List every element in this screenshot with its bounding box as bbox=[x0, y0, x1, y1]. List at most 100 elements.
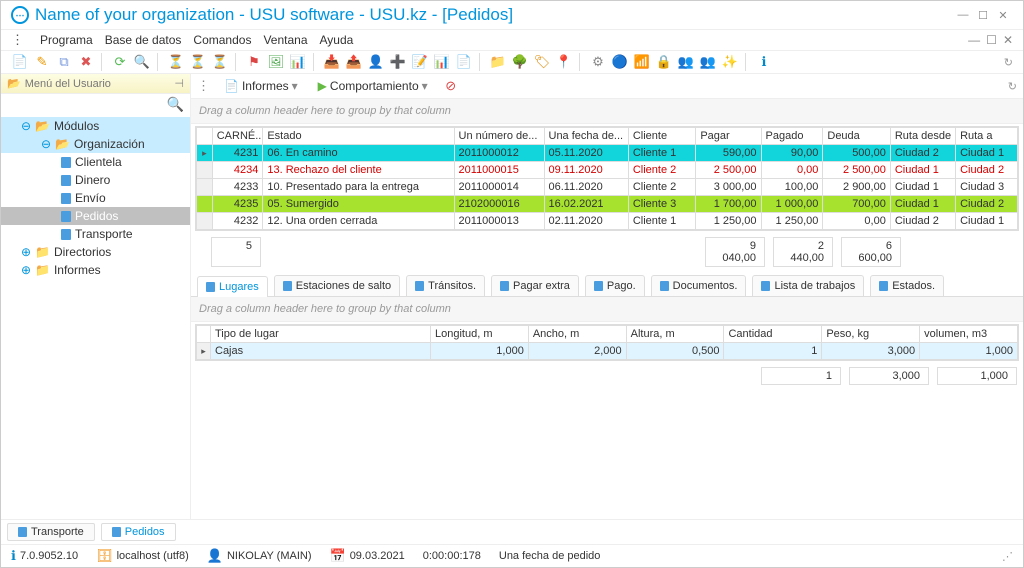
tree-informes[interactable]: ⊕ 📁 Informes bbox=[1, 261, 190, 279]
tool-wand-icon[interactable]: ✨ bbox=[721, 53, 739, 71]
col-altura[interactable]: Altura, m bbox=[626, 326, 724, 343]
tool-search-icon[interactable]: 🔍 bbox=[133, 53, 151, 71]
collapse-icon[interactable]: ⊖ bbox=[41, 137, 51, 151]
tool-image-icon[interactable]: 🖼 bbox=[267, 53, 285, 71]
table-row[interactable]: ▸ Cajas 1,000 2,000 0,500 1 3,000 1,000 bbox=[197, 343, 1018, 360]
table-row[interactable]: 423505. Sumergido210200001616.02.2021Cli… bbox=[197, 196, 1018, 213]
col-fecha[interactable]: Una fecha de... bbox=[544, 128, 628, 145]
tab-pago[interactable]: Pago. bbox=[585, 275, 645, 296]
col-longitud[interactable]: Longitud, m bbox=[431, 326, 529, 343]
tool-color-icon[interactable]: 🔵 bbox=[611, 53, 629, 71]
tool-rss-icon[interactable]: 📶 bbox=[633, 53, 651, 71]
tool-sheet-icon[interactable]: 📄 bbox=[455, 53, 473, 71]
menu-comandos[interactable]: Comandos bbox=[193, 33, 251, 47]
col-cantidad[interactable]: Cantidad bbox=[724, 326, 822, 343]
col-peso[interactable]: Peso, kg bbox=[822, 326, 920, 343]
col-cliente[interactable]: Cliente bbox=[628, 128, 695, 145]
tool-new-icon[interactable]: 📄 bbox=[11, 53, 29, 71]
resize-grip-icon[interactable]: ⋰ bbox=[1002, 550, 1013, 563]
btab-transporte[interactable]: Transporte bbox=[7, 523, 95, 541]
group-hint-2[interactable]: Drag a column header here to group by th… bbox=[191, 297, 1023, 322]
tab-documentos[interactable]: Documentos. bbox=[651, 275, 747, 296]
table-row[interactable]: 423310. Presentado para la entrega201100… bbox=[197, 179, 1018, 196]
menu-ayuda[interactable]: Ayuda bbox=[320, 33, 354, 47]
table-row[interactable]: ▸423106. En camino201100001205.11.2020Cl… bbox=[197, 145, 1018, 162]
tool-users-icon[interactable]: 👥 bbox=[677, 53, 695, 71]
tool-delete-icon[interactable]: ✖ bbox=[77, 53, 95, 71]
col-rutaa[interactable]: Ruta a bbox=[956, 128, 1018, 145]
tool-filter2-icon[interactable]: ⏳ bbox=[189, 53, 207, 71]
tree-organizacion[interactable]: ⊖ 📂 Organización bbox=[1, 135, 190, 153]
table-row[interactable]: 423413. Rechazo del cliente201100001509.… bbox=[197, 162, 1018, 179]
tool-add-icon[interactable]: ➕ bbox=[389, 53, 407, 71]
group-hint[interactable]: Drag a column header here to group by th… bbox=[191, 99, 1023, 124]
mdi-close[interactable]: ✕ bbox=[1003, 33, 1013, 47]
toolbar-overflow-icon[interactable]: ↻ bbox=[1004, 56, 1013, 69]
places-grid[interactable]: Tipo de lugar Longitud, m Ancho, m Altur… bbox=[195, 324, 1019, 361]
col-carne[interactable]: CARNÉ... bbox=[212, 128, 263, 145]
stop-button[interactable]: ⊘ bbox=[442, 77, 460, 95]
maximize-button[interactable]: ☐ bbox=[973, 9, 993, 22]
tool-filter-icon[interactable]: ⏳ bbox=[167, 53, 185, 71]
tab-pagarextra[interactable]: Pagar extra bbox=[491, 275, 579, 296]
tool-note-icon[interactable]: 📝 bbox=[411, 53, 429, 71]
tool-flag-icon[interactable]: ⚑ bbox=[245, 53, 263, 71]
col-pagar[interactable]: Pagar bbox=[696, 128, 761, 145]
tool-edit-icon[interactable]: ✎ bbox=[33, 53, 51, 71]
tool-label-icon[interactable]: 🏷 bbox=[533, 53, 551, 71]
tree-envio[interactable]: Envío bbox=[1, 189, 190, 207]
tree-transporte[interactable]: Transporte bbox=[1, 225, 190, 243]
tool-import-icon[interactable]: 📥 bbox=[323, 53, 341, 71]
collapse-icon[interactable]: ⊖ bbox=[21, 119, 31, 133]
tool-chart-icon[interactable]: 📊 bbox=[289, 53, 307, 71]
menu-ventana[interactable]: Ventana bbox=[263, 33, 307, 47]
overflow-icon[interactable]: ↻ bbox=[1008, 80, 1017, 93]
tool-lock-icon[interactable]: 🔒 bbox=[655, 53, 673, 71]
sidebar-search[interactable]: 🔍 bbox=[1, 94, 190, 115]
tool-user-icon[interactable]: 👤 bbox=[367, 53, 385, 71]
tool-copy-icon[interactable]: ⧉ bbox=[55, 53, 73, 71]
tab-lista[interactable]: Lista de trabajos bbox=[752, 275, 864, 296]
col-rutad[interactable]: Ruta desde bbox=[890, 128, 955, 145]
col-volumen[interactable]: volumen, m3 bbox=[920, 326, 1018, 343]
tool-info-icon[interactable]: ℹ bbox=[755, 53, 773, 71]
tab-lugares[interactable]: Lugares bbox=[197, 276, 268, 297]
table-row[interactable]: 423212. Una orden cerrada201100001302.11… bbox=[197, 213, 1018, 230]
orders-grid[interactable]: CARNÉ... Estado Un número de... Una fech… bbox=[195, 126, 1019, 231]
col-pagado[interactable]: Pagado bbox=[761, 128, 823, 145]
expand-icon[interactable]: ⊕ bbox=[21, 245, 31, 259]
tool-tree-icon[interactable]: 🌳 bbox=[511, 53, 529, 71]
col-ancho[interactable]: Ancho, m bbox=[528, 326, 626, 343]
tree-dinero[interactable]: Dinero bbox=[1, 171, 190, 189]
col-tipo[interactable]: Tipo de lugar bbox=[211, 326, 431, 343]
tab-estaciones[interactable]: Estaciones de salto bbox=[274, 275, 400, 296]
minimize-button[interactable]: — bbox=[953, 9, 973, 21]
tool-export-icon[interactable]: 📤 bbox=[345, 53, 363, 71]
btab-pedidos[interactable]: Pedidos bbox=[101, 523, 176, 541]
tool-refresh-icon[interactable]: ⟳ bbox=[111, 53, 129, 71]
menu-programa[interactable]: Programa bbox=[40, 33, 93, 47]
tree-pedidos[interactable]: Pedidos bbox=[1, 207, 190, 225]
col-estado[interactable]: Estado bbox=[263, 128, 454, 145]
menu-basedatos[interactable]: Base de datos bbox=[105, 33, 182, 47]
tool-pin-icon[interactable]: 📍 bbox=[555, 53, 573, 71]
tree-modulos[interactable]: ⊖ 📂 Módulos bbox=[1, 117, 190, 135]
tree-directorios[interactable]: ⊕ 📁 Directorios bbox=[1, 243, 190, 261]
close-button[interactable]: ✕ bbox=[993, 9, 1013, 22]
comportamiento-button[interactable]: ▶ Comportamiento ▾ bbox=[312, 77, 434, 95]
informes-button[interactable]: 📄 Informes ▾ bbox=[218, 77, 304, 95]
pin-icon[interactable]: ⊣ bbox=[174, 77, 184, 90]
tab-estados[interactable]: Estados. bbox=[870, 275, 944, 296]
col-deuda[interactable]: Deuda bbox=[823, 128, 890, 145]
expand-icon[interactable]: ⊕ bbox=[21, 263, 31, 277]
tree-clientela[interactable]: Clientela bbox=[1, 153, 190, 171]
mdi-min[interactable]: — bbox=[968, 33, 980, 47]
tool-excel-icon[interactable]: 📊 bbox=[433, 53, 451, 71]
tab-transitos[interactable]: Tránsitos. bbox=[406, 275, 485, 296]
mdi-max[interactable]: ☐ bbox=[986, 33, 997, 47]
tool-filter3-icon[interactable]: ⏳ bbox=[211, 53, 229, 71]
tool-gear-icon[interactable]: ⚙ bbox=[589, 53, 607, 71]
tool-users2-icon[interactable]: 👥 bbox=[699, 53, 717, 71]
tool-folder-icon[interactable]: 📁 bbox=[489, 53, 507, 71]
col-numero[interactable]: Un número de... bbox=[454, 128, 544, 145]
